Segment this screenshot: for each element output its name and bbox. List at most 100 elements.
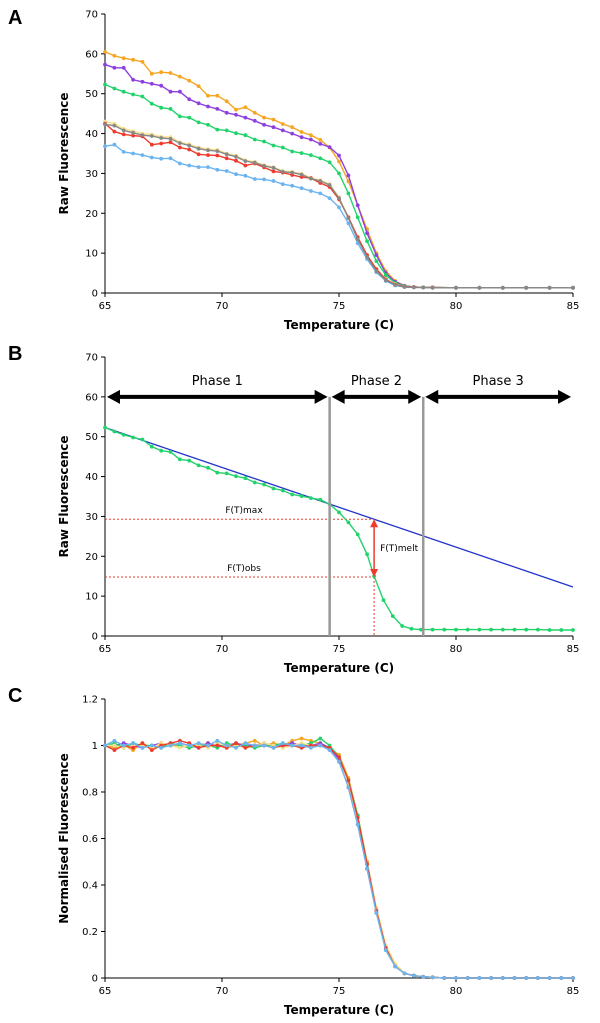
data-point — [149, 142, 154, 147]
data-point — [121, 432, 126, 437]
series-line — [104, 120, 573, 289]
data-point — [178, 89, 182, 94]
data-point — [112, 738, 117, 743]
data-point — [196, 741, 201, 746]
data-point — [299, 186, 304, 191]
panel-b: B 0 10 20 30 40 50 60 70 65 70 75 80 85 Temperature (C… — [8, 343, 579, 675]
data-point — [215, 107, 220, 111]
y-axis-title: Normalised Fluorescence — [57, 753, 71, 923]
data-point — [103, 50, 107, 54]
data-point — [489, 976, 493, 980]
data-point — [346, 173, 351, 178]
data-point — [355, 215, 360, 220]
data-point — [271, 165, 276, 170]
data-point — [430, 975, 435, 980]
data-point — [224, 743, 229, 748]
data-point — [224, 152, 229, 157]
data-point — [299, 130, 304, 134]
y-tick-label: 50 — [85, 432, 98, 443]
data-point — [262, 743, 266, 748]
y-tick-label: 30 — [85, 512, 98, 523]
data-point — [103, 122, 107, 127]
arrow-head-up — [370, 519, 379, 528]
data-point — [571, 976, 575, 980]
data-point — [140, 79, 145, 84]
data-point — [187, 97, 192, 102]
data-point — [215, 167, 220, 172]
data-point — [140, 153, 145, 158]
data-point — [187, 147, 192, 152]
data-point — [168, 140, 173, 145]
data-point — [500, 627, 505, 632]
data-point — [299, 743, 304, 748]
data-point — [536, 627, 540, 632]
data-point — [355, 237, 360, 242]
data-point — [262, 139, 266, 144]
data-point — [187, 78, 192, 83]
data-point — [365, 239, 369, 244]
data-point — [149, 748, 154, 752]
x-tick-label: 70 — [216, 644, 229, 655]
data-point — [393, 964, 398, 969]
data-point — [346, 221, 351, 226]
data-point — [365, 255, 369, 259]
data-point — [262, 177, 266, 182]
data-point — [290, 492, 295, 497]
y-tick-label: 70 — [85, 353, 98, 364]
data-point — [121, 132, 126, 137]
data-point — [178, 457, 182, 462]
data-point — [271, 125, 276, 130]
data-point — [196, 101, 201, 106]
data-point — [121, 89, 126, 94]
data-point — [430, 285, 435, 290]
data-point — [168, 107, 173, 111]
arrow-head-down — [370, 569, 379, 578]
data-point — [290, 170, 295, 175]
data-point — [318, 138, 323, 142]
data-point — [271, 486, 276, 491]
data-point — [454, 976, 458, 980]
data-point — [381, 598, 386, 602]
data-point — [168, 136, 173, 141]
x-tick-label: 85 — [567, 301, 580, 312]
data-point — [280, 169, 285, 174]
data-point — [512, 627, 517, 632]
data-point — [318, 743, 323, 748]
data-point — [318, 736, 323, 741]
data-point — [402, 971, 407, 976]
data-point — [234, 158, 238, 163]
arrow-head-left — [425, 389, 439, 404]
data-point — [103, 62, 107, 67]
data-point — [103, 82, 107, 87]
data-point — [215, 743, 220, 748]
data-point — [159, 70, 164, 75]
data-point — [547, 628, 552, 632]
data-point — [168, 743, 173, 748]
data-point — [327, 748, 332, 752]
data-point — [383, 278, 388, 283]
data-point — [224, 471, 229, 476]
data-point — [196, 120, 201, 125]
data-point — [327, 145, 332, 150]
data-point — [159, 83, 164, 88]
y-tick-label: 30 — [85, 169, 98, 180]
data-point — [309, 137, 313, 142]
x-axis-title: Temperature (C) — [284, 661, 394, 675]
data-point — [196, 84, 201, 88]
data-point — [234, 172, 238, 177]
data-point — [112, 743, 117, 748]
y-tick-label: 10 — [85, 592, 98, 603]
data-point — [346, 778, 351, 783]
data-point — [140, 741, 145, 746]
data-point — [271, 143, 276, 148]
data-point — [421, 285, 426, 290]
data-point — [489, 627, 493, 632]
data-point — [215, 149, 220, 154]
data-point — [290, 149, 295, 154]
data-point — [234, 745, 238, 750]
y-tick-label: 40 — [85, 472, 98, 483]
data-point — [346, 520, 351, 525]
data-point — [234, 112, 238, 117]
data-point — [168, 156, 173, 161]
arrow-head-left — [107, 389, 120, 404]
